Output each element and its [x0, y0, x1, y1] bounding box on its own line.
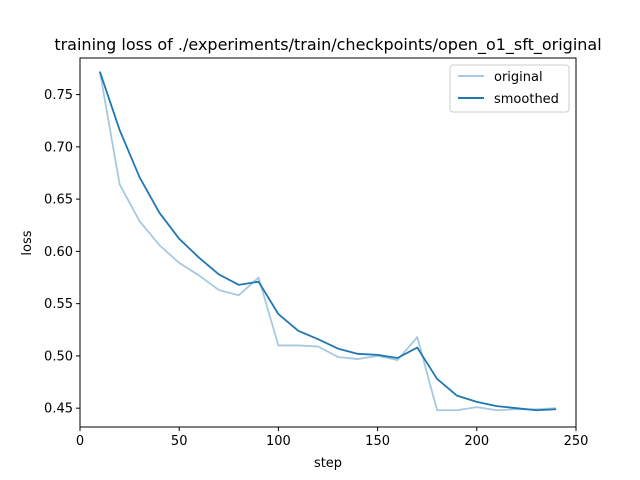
x-tick-label: 50	[171, 434, 188, 449]
y-tick-label: 0.70	[44, 140, 73, 155]
x-axis-ticks: 0 50 100 150 200 250	[76, 427, 589, 449]
chart-title: training loss of ./experiments/train/che…	[54, 35, 601, 55]
y-tick-label: 0.55	[44, 297, 73, 312]
y-axis-ticks: 0.45 0.50 0.55 0.60 0.65 0.70 0.75	[44, 88, 80, 417]
y-axis-label: loss	[20, 230, 35, 255]
x-axis-label: step	[314, 456, 342, 471]
y-tick-label: 0.45	[44, 402, 73, 417]
series-line-smoothed	[98, 71, 557, 412]
series-line-original	[98, 71, 557, 412]
x-tick-label: 100	[266, 434, 291, 449]
x-tick-label: 250	[564, 434, 589, 449]
x-tick-label: 150	[365, 434, 390, 449]
y-tick-label: 0.50	[44, 349, 73, 364]
y-tick-label: 0.65	[44, 193, 73, 208]
legend-label-smoothed: smoothed	[494, 92, 559, 107]
x-tick-label: 200	[464, 434, 489, 449]
x-tick-label: 0	[76, 434, 84, 449]
plot-lines	[98, 71, 557, 412]
legend-label-original: original	[494, 70, 543, 85]
legend: original smoothed	[449, 64, 570, 113]
y-tick-label: 0.60	[44, 245, 73, 260]
y-tick-label: 0.75	[44, 88, 73, 103]
plot-frame	[79, 57, 577, 428]
